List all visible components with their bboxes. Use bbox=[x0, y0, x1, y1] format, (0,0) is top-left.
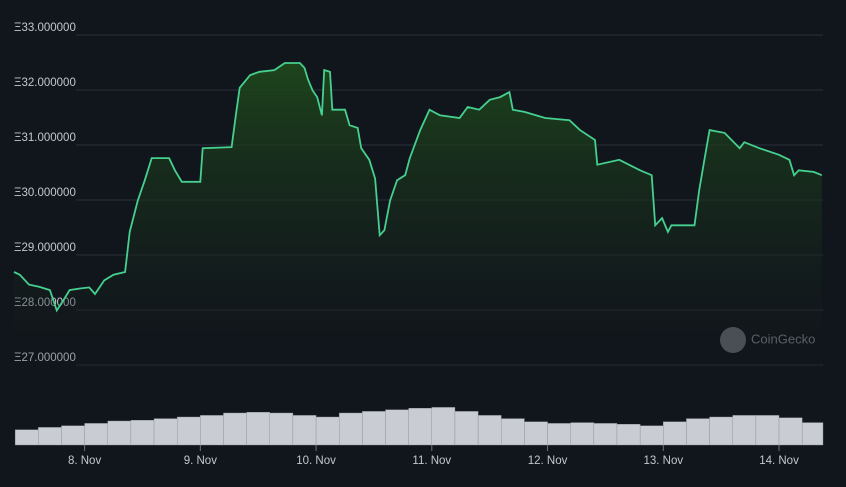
volume-bar bbox=[130, 420, 155, 446]
volume-bar bbox=[246, 412, 270, 446]
volume-bar bbox=[778, 417, 803, 446]
volume-bar bbox=[501, 418, 525, 446]
volume-bar bbox=[84, 423, 108, 446]
volume-bar bbox=[38, 427, 62, 446]
volume-bar bbox=[570, 422, 595, 446]
volume-bar bbox=[408, 408, 433, 446]
x-tick-label: 10. Nov bbox=[296, 455, 336, 467]
volume-bar bbox=[663, 421, 687, 446]
volume-bar bbox=[639, 425, 664, 446]
volume-bar bbox=[477, 415, 502, 446]
volume-bar bbox=[385, 409, 409, 446]
volume-bar bbox=[176, 416, 201, 446]
volume-bar bbox=[200, 415, 224, 446]
x-tick-label: 11. Nov bbox=[412, 455, 451, 467]
y-tick-label: Ξ29.000000 bbox=[14, 242, 76, 254]
volume-bar bbox=[107, 420, 132, 446]
y-tick-label: Ξ32.000000 bbox=[14, 77, 76, 89]
volume-bar bbox=[269, 412, 294, 446]
volume-bar bbox=[616, 424, 641, 446]
volume-bar bbox=[454, 411, 479, 446]
volume-bar bbox=[686, 418, 710, 446]
x-tick-label: 13. Nov bbox=[643, 455, 683, 467]
volume-bar bbox=[709, 416, 733, 446]
price-line bbox=[13, 62, 823, 313]
x-tick-label: 8. Nov bbox=[68, 455, 101, 467]
watermark: CoinGecko bbox=[751, 331, 815, 346]
volume-bar bbox=[593, 423, 618, 446]
y-tick-label: Ξ33.000000 bbox=[14, 22, 76, 34]
volume-bar bbox=[223, 412, 247, 446]
volume-bar bbox=[524, 421, 548, 446]
volume-bar bbox=[362, 411, 386, 446]
volume-bar bbox=[547, 423, 571, 446]
volume-bar bbox=[339, 412, 363, 446]
x-tick-label: 12. Nov bbox=[528, 455, 568, 467]
volume-bar bbox=[315, 416, 340, 446]
watermark-logo bbox=[720, 327, 746, 353]
volume-bar bbox=[732, 415, 757, 446]
volume-bar bbox=[61, 425, 85, 446]
y-tick-label: Ξ31.000000 bbox=[14, 132, 76, 144]
volume-bar bbox=[153, 418, 178, 446]
volume-bar bbox=[14, 429, 39, 446]
volume-bar bbox=[755, 415, 780, 446]
volume-bar bbox=[292, 415, 317, 446]
area bbox=[14, 63, 822, 443]
volume-bar bbox=[431, 407, 456, 446]
x-tick-label: 14. Nov bbox=[759, 455, 799, 467]
x-tick-label: 9. Nov bbox=[184, 455, 217, 467]
y-tick-label: Ξ30.000000 bbox=[14, 187, 76, 199]
volume-bar bbox=[801, 422, 824, 446]
